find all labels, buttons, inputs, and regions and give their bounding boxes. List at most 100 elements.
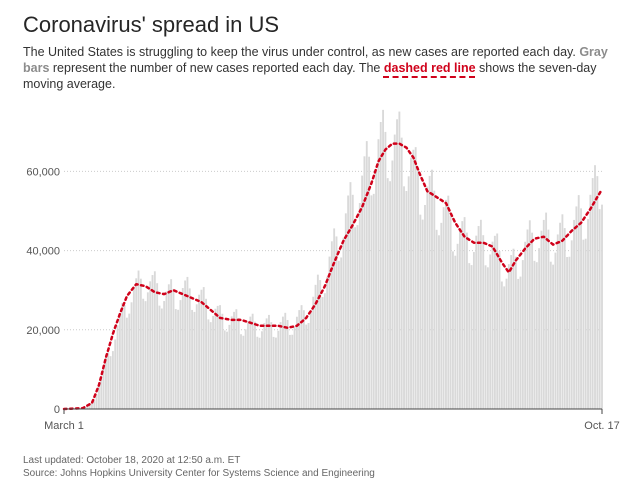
bar-day-67 bbox=[219, 305, 221, 409]
x-tick-label-end: Oct. 17 bbox=[584, 420, 619, 432]
bar-day-74 bbox=[235, 309, 238, 409]
bar-day-205 bbox=[540, 230, 543, 409]
bar-day-33 bbox=[139, 278, 142, 409]
bar-day-42 bbox=[160, 308, 163, 409]
bar-day-141 bbox=[391, 160, 394, 409]
bar-day-92 bbox=[277, 330, 280, 409]
bar-day-35 bbox=[144, 301, 147, 409]
bar-day-184 bbox=[491, 241, 494, 409]
bar-day-70 bbox=[226, 331, 228, 409]
bar-day-174 bbox=[468, 263, 471, 409]
bar-day-188 bbox=[500, 281, 503, 409]
bar-day-46 bbox=[170, 279, 173, 409]
bar-day-134 bbox=[375, 169, 378, 409]
bar-day-186 bbox=[496, 233, 499, 409]
bar-day-211 bbox=[554, 252, 557, 409]
bar-day-18 bbox=[104, 354, 107, 409]
bar-day-158 bbox=[431, 169, 433, 409]
bar-day-109 bbox=[316, 274, 319, 409]
bar-day-112 bbox=[323, 293, 326, 409]
bar-day-197 bbox=[521, 260, 524, 409]
bar-day-222 bbox=[580, 208, 582, 409]
bar-day-71 bbox=[228, 324, 231, 409]
x-axis bbox=[63, 408, 603, 414]
bar-day-90 bbox=[272, 336, 275, 409]
bar-day-28 bbox=[128, 313, 131, 409]
bar-day-167 bbox=[452, 251, 454, 409]
bar-day-21 bbox=[111, 351, 114, 409]
bar-day-136 bbox=[379, 122, 382, 409]
bar-day-102 bbox=[300, 305, 303, 409]
bar-day-166 bbox=[449, 215, 452, 409]
bar-day-88 bbox=[268, 314, 270, 409]
bar-day-215 bbox=[563, 228, 566, 409]
bar-day-208 bbox=[547, 229, 550, 409]
bar-day-113 bbox=[326, 276, 329, 409]
bar-day-117 bbox=[335, 236, 338, 409]
bar-day-125 bbox=[354, 227, 357, 409]
bar-day-75 bbox=[237, 317, 240, 409]
bar-day-43 bbox=[163, 301, 166, 409]
bar-day-34 bbox=[142, 298, 145, 409]
bar-day-207 bbox=[545, 212, 548, 409]
bar-day-183 bbox=[489, 254, 492, 409]
bar-day-127 bbox=[358, 202, 361, 409]
bar-day-139 bbox=[386, 178, 389, 409]
bar-day-164 bbox=[445, 199, 447, 409]
bar-day-55 bbox=[191, 309, 194, 409]
bar-day-97 bbox=[288, 334, 291, 409]
bar-day-133 bbox=[372, 193, 375, 409]
bar-day-72 bbox=[230, 316, 233, 409]
bar-day-194 bbox=[514, 256, 517, 409]
bar-day-118 bbox=[337, 260, 340, 409]
moving-average-layer bbox=[62, 142, 604, 411]
bar-day-138 bbox=[384, 131, 387, 409]
bar-day-220 bbox=[575, 206, 578, 409]
subtitle-gray-bars-label: Gray bars bbox=[23, 45, 608, 75]
bar-day-50 bbox=[179, 300, 182, 409]
bar-day-79 bbox=[247, 321, 249, 409]
bar-day-200 bbox=[528, 220, 531, 409]
bar-day-37 bbox=[149, 281, 152, 409]
bar-day-144 bbox=[398, 111, 401, 409]
bar-day-53 bbox=[186, 276, 189, 409]
bar-day-185 bbox=[493, 235, 496, 409]
bar-day-38 bbox=[151, 275, 154, 409]
bar-day-163 bbox=[442, 207, 445, 409]
bar-day-83 bbox=[256, 336, 259, 409]
bar-day-29 bbox=[130, 302, 133, 409]
bar-day-191 bbox=[507, 264, 510, 409]
bar-day-123 bbox=[349, 182, 352, 409]
bar-day-99 bbox=[293, 326, 296, 409]
bar-day-77 bbox=[242, 335, 245, 409]
bar-day-159 bbox=[433, 190, 436, 409]
bar-day-182 bbox=[486, 267, 489, 409]
bar-day-114 bbox=[328, 256, 331, 409]
bar-day-142 bbox=[393, 134, 396, 409]
bar-day-81 bbox=[251, 313, 254, 409]
bar-day-122 bbox=[347, 195, 350, 409]
bar-day-41 bbox=[158, 305, 161, 409]
bar-day-45 bbox=[167, 284, 170, 409]
bar-day-104 bbox=[305, 324, 308, 409]
bar-day-120 bbox=[342, 237, 345, 409]
bar-day-12 bbox=[91, 401, 93, 409]
bar-day-22 bbox=[114, 339, 117, 409]
bar-day-96 bbox=[286, 320, 289, 409]
bar-day-216 bbox=[566, 257, 568, 409]
chart-subtitle: The United States is struggling to keep … bbox=[23, 44, 623, 92]
bar-day-39 bbox=[153, 271, 156, 409]
bar-day-160 bbox=[435, 229, 438, 409]
bar-day-66 bbox=[216, 305, 219, 409]
bar-day-218 bbox=[570, 240, 573, 409]
bar-day-58 bbox=[198, 294, 201, 409]
bar-day-14 bbox=[95, 394, 98, 409]
bar-day-148 bbox=[407, 176, 410, 409]
bar-day-108 bbox=[314, 284, 317, 409]
bar-day-60 bbox=[202, 287, 205, 409]
bar-day-119 bbox=[340, 257, 343, 409]
bar-day-162 bbox=[440, 222, 443, 409]
bar-day-154 bbox=[421, 219, 424, 409]
bar-day-204 bbox=[538, 248, 541, 409]
bar-day-178 bbox=[477, 226, 480, 409]
